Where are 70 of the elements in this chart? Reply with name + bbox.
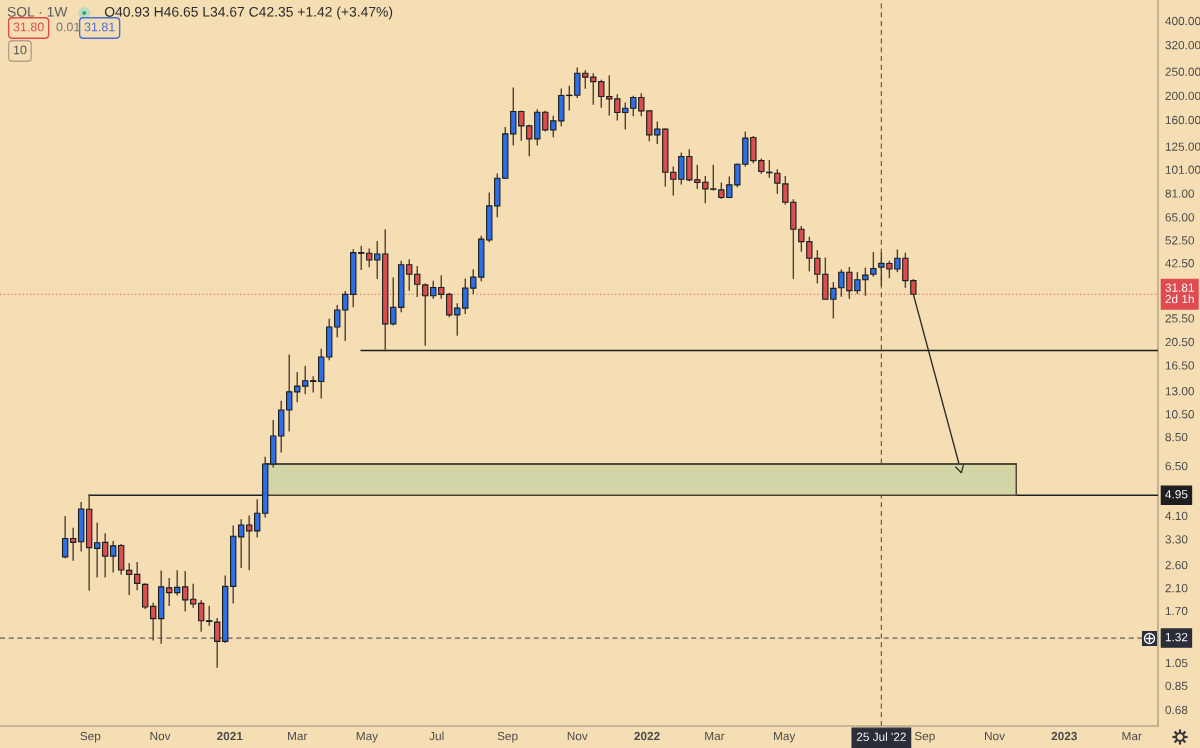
y-tick-label: 16.50: [1165, 361, 1195, 370]
y-tick-label: 1.70: [1165, 606, 1188, 616]
y-tick-label: 13.00: [1165, 387, 1195, 396]
x-tick-label: May: [356, 731, 379, 743]
candlestick: [141, 583, 149, 609]
x-tick-label: Nov: [567, 731, 588, 741]
chart-subtitle: O40.93 H46.65 L34.67 C42.35 +1.42 (+3.47%): [104, 6, 393, 20]
annotation: 0.01: [56, 22, 80, 32]
candlestick: [238, 519, 245, 569]
candlestick: [214, 617, 221, 668]
annotation: 10: [13, 45, 27, 55]
y-tick-label: 2.60: [1165, 560, 1188, 570]
candlestick: [125, 562, 133, 595]
y-tick-label: 160.00: [1165, 115, 1200, 125]
y-tick-label: 400.00: [1165, 16, 1200, 26]
y-tick-label: 4.10: [1165, 511, 1188, 521]
chart-title: SOL · 1W: [7, 6, 68, 17]
candlestick: [205, 605, 213, 626]
y-tick-label: 52.50: [1165, 236, 1195, 245]
candlestick: [133, 562, 141, 591]
x-tick-label: 2023: [1051, 731, 1077, 741]
x-tick-label: Nov: [985, 731, 1005, 741]
y-tick-label: 65.00: [1165, 213, 1195, 222]
y-tick-label: 42.50: [1165, 259, 1195, 268]
x-tick-label: Mar: [1122, 731, 1142, 741]
x-tick-label: Mar: [288, 731, 308, 741]
x-tick-label: Nov: [150, 731, 171, 741]
candlestick: [69, 527, 77, 561]
annotation: 31.80: [13, 22, 44, 32]
candlestick: [173, 570, 181, 596]
x-tick-label: Jul: [429, 731, 444, 741]
y-tick-label: 250.00: [1165, 67, 1200, 76]
y-tick-label: 3.30: [1165, 535, 1188, 544]
candlestick: [254, 499, 261, 538]
x-tick-label: 2021: [217, 731, 243, 741]
ref-line-label: 25 Jul '22: [856, 732, 906, 741]
y-tick-label: 8.50: [1165, 432, 1188, 442]
y-tick-label: 6.50: [1165, 461, 1188, 471]
x-tick-label: 2022: [634, 731, 660, 741]
candlestick: [101, 533, 109, 578]
annotation: 31.81: [84, 22, 115, 32]
candlestick: [181, 571, 189, 612]
y-tick-label: 1.05: [1165, 658, 1188, 668]
y-tick-label: 2.10: [1165, 583, 1188, 593]
x-tick-label: Sep: [497, 731, 518, 743]
candlestick: [165, 577, 173, 606]
y-tick-label: 25.50: [1165, 314, 1195, 323]
y-tick-label: 125.00: [1165, 142, 1200, 151]
y-tick-label: 320.00: [1165, 40, 1200, 50]
ref-line-label: 1.32: [1165, 632, 1188, 642]
candlestick: [197, 600, 205, 632]
candlestick: [246, 515, 253, 571]
x-tick-label: May: [774, 731, 796, 743]
data-label: 4.95: [1165, 490, 1188, 499]
y-tick-label: 10.50: [1165, 410, 1195, 419]
candlestick: [149, 602, 157, 641]
y-tick-label: 0.68: [1165, 705, 1188, 715]
x-tick-label: Mar: [705, 731, 725, 741]
candlestick: [109, 541, 117, 573]
y-tick-label: 81.00: [1165, 189, 1195, 198]
y-tick-label: 0.85: [1165, 681, 1188, 691]
y-tick-label: 20.50: [1165, 337, 1195, 347]
y-tick-label: 200.00: [1165, 91, 1200, 101]
y-tick-label: 101.00: [1165, 165, 1200, 174]
candlestick: [189, 583, 197, 608]
candlestick: [61, 516, 69, 559]
ref-line-label: 31.81 2d 1h: [1165, 283, 1194, 304]
x-tick-label: Sep: [914, 731, 935, 743]
x-tick-label: Sep: [80, 731, 101, 743]
candlestick: [93, 522, 101, 578]
